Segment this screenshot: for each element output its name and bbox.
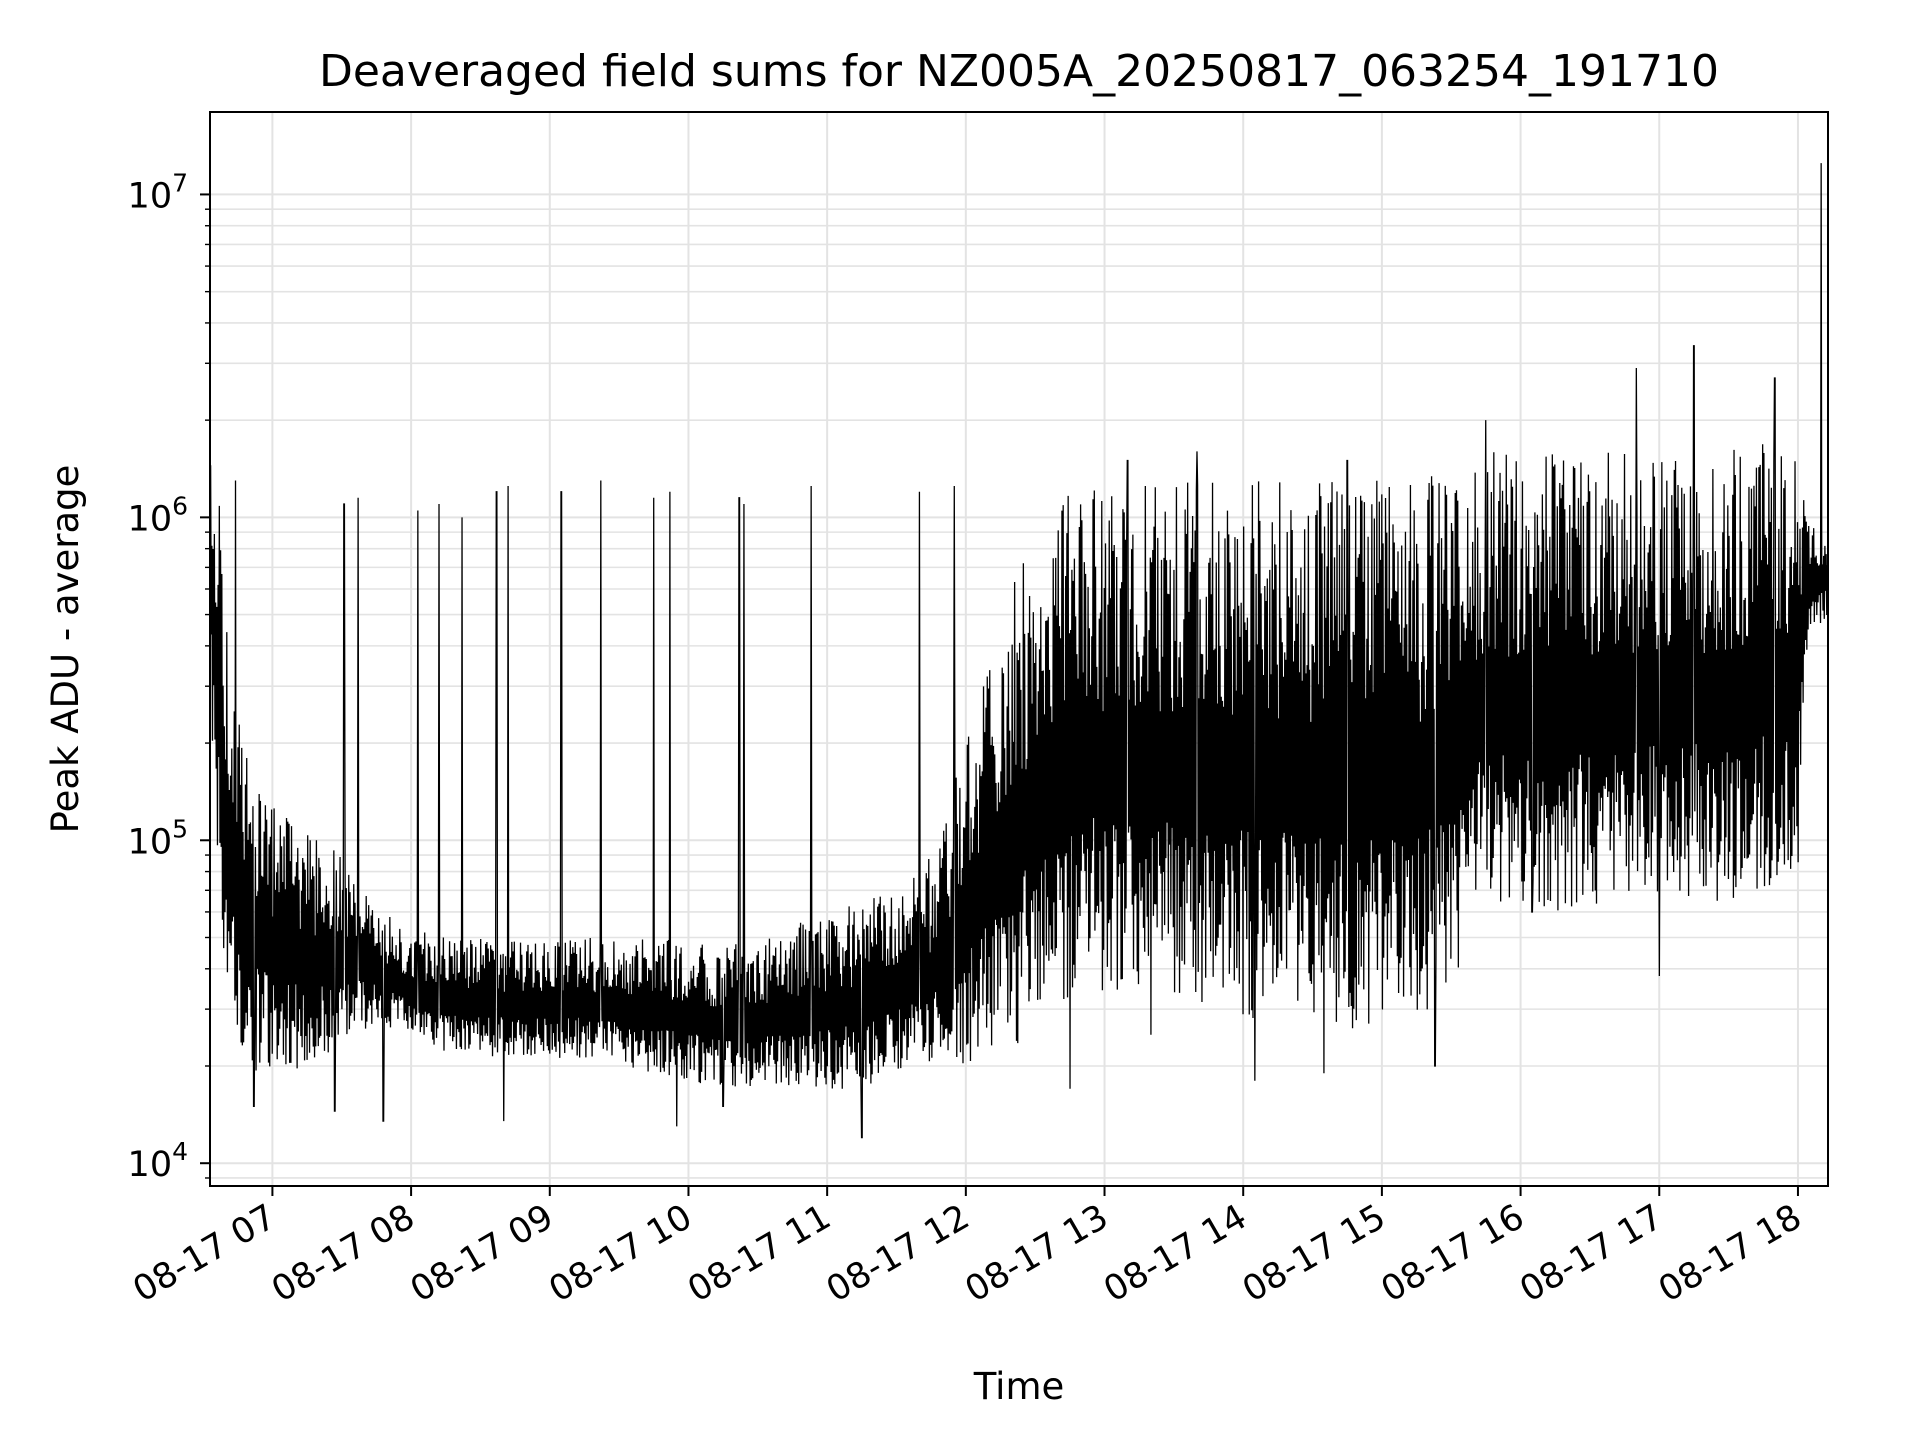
y-tick-exponent: 7 bbox=[172, 168, 188, 197]
y-axis-label: Peak ADU - average bbox=[44, 465, 87, 834]
series-line bbox=[210, 163, 1828, 1139]
y-tick-label: 104 bbox=[128, 1137, 188, 1185]
x-axis-label: Time bbox=[973, 1365, 1065, 1408]
chart-title: Deaveraged field sums for NZ005A_2025081… bbox=[319, 46, 1719, 97]
y-tick-base: 10 bbox=[128, 1145, 173, 1185]
y-tick-exponent: 6 bbox=[172, 491, 188, 520]
y-tick-exponent: 5 bbox=[172, 814, 188, 843]
y-tick-exponent: 4 bbox=[172, 1137, 188, 1166]
plot-frame bbox=[209, 111, 1829, 1187]
y-tick-label: 107 bbox=[128, 168, 188, 216]
series-layer bbox=[210, 163, 1828, 1139]
y-tick-label: 105 bbox=[128, 814, 188, 862]
y-tick-base: 10 bbox=[128, 176, 173, 216]
y-tick-base: 10 bbox=[128, 499, 173, 539]
y-tick-base: 10 bbox=[128, 822, 173, 862]
y-tick-label: 106 bbox=[128, 491, 188, 539]
